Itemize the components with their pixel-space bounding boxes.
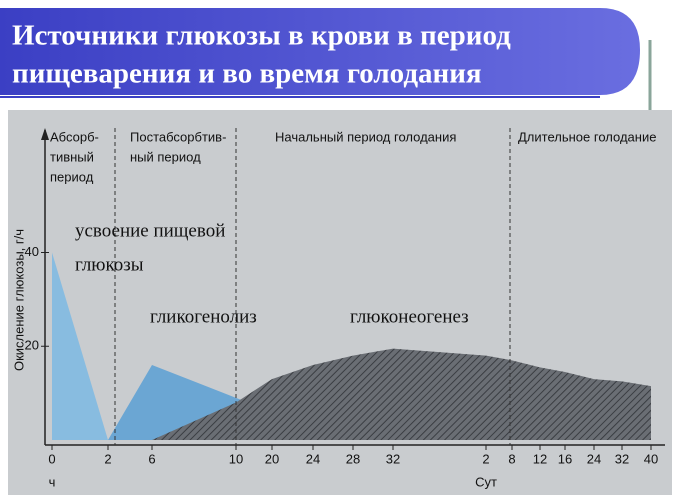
x-tick-label: 28: [346, 451, 360, 466]
area: [152, 348, 651, 440]
x-tick-label: 32: [386, 451, 400, 466]
period-label: ный период: [130, 149, 201, 164]
x-tick-label: 12: [533, 451, 547, 466]
period-label: тивный: [50, 149, 94, 164]
series-annotation: глюконеогенез: [350, 306, 469, 327]
period-label: период: [50, 169, 94, 184]
title-banner: [0, 8, 640, 95]
x-unit: Сут: [475, 474, 497, 489]
y-tick-label: 20: [25, 338, 39, 353]
period-label: Постабсорбтив-: [130, 129, 226, 144]
area: [108, 365, 393, 440]
x-tick-label: 8: [508, 451, 515, 466]
x-tick-label: 20: [265, 451, 279, 466]
period-label: Начальный период голодания: [275, 129, 456, 144]
x-tick-label: 0: [48, 451, 55, 466]
x-unit: ч: [49, 474, 56, 489]
x-tick-label: 10: [229, 451, 243, 466]
y-tick-label: 40: [25, 244, 39, 259]
series-annotation: усвоение пищевой: [75, 220, 225, 241]
x-tick-label: 40: [644, 451, 658, 466]
x-tick-label: 32: [615, 451, 629, 466]
x-tick-label: 24: [306, 451, 320, 466]
x-tick-label: 2: [482, 451, 489, 466]
period-label: Абсорб-: [50, 129, 99, 144]
slide-title: пищеварения и во время голодания: [12, 58, 482, 90]
series-annotation: глюкозы: [75, 254, 144, 275]
series-annotation: гликогенолиз: [150, 306, 257, 327]
area: [52, 252, 108, 440]
x-tick-label: 16: [558, 451, 572, 466]
axis-arrow: [41, 128, 49, 140]
period-label: Длительное голодание: [518, 129, 656, 144]
slide-title: Источники глюкозы в крови в период: [12, 20, 511, 52]
x-tick-label: 6: [148, 451, 155, 466]
x-tick-label: 24: [587, 451, 601, 466]
x-tick-label: 2: [104, 451, 111, 466]
y-axis-label: Окисление глюкозы, г/ч: [11, 229, 26, 371]
